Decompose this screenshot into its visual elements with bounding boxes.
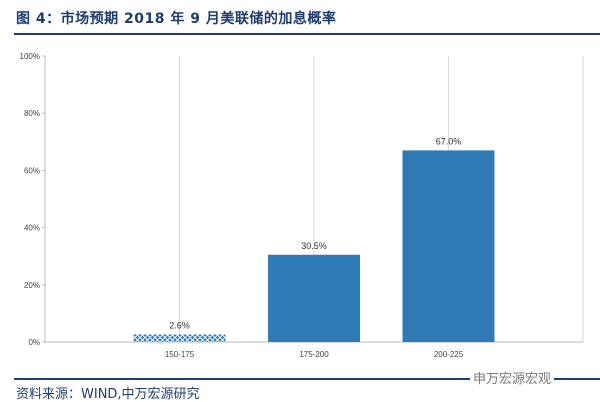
y-tick-label: 80%: [24, 109, 40, 118]
y-tick-label: 40%: [24, 224, 40, 233]
footer-divider: [14, 378, 600, 380]
brand-watermark: 申万宏源宏观: [470, 368, 555, 387]
data-label: 30.5%: [301, 241, 327, 251]
figure-title: 图 4：市场预期 2018 年 9 月美联储的加息概率: [16, 11, 337, 27]
y-tick-label: 0%: [28, 338, 40, 347]
bar-175-200: [268, 254, 360, 342]
title-divider: [14, 33, 600, 35]
y-tick-label: 100%: [20, 52, 40, 61]
x-tick-label: 175-200: [299, 350, 329, 359]
bar-200-225: [402, 150, 495, 342]
data-label: 67.0%: [436, 136, 462, 146]
bar-150-175: [133, 334, 226, 342]
x-tick-label: 150-175: [165, 350, 195, 359]
data-label: 2.6%: [169, 321, 190, 331]
y-tick-label: 20%: [24, 281, 40, 290]
source-note: 资料来源：WIND,中万宏源研究: [16, 387, 200, 402]
x-tick-label: 200-225: [434, 350, 464, 359]
y-tick-label: 60%: [24, 166, 40, 175]
